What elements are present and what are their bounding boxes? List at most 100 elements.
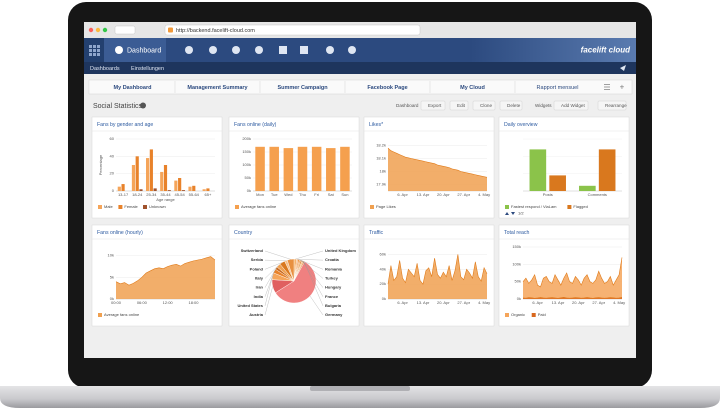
- bar: [139, 189, 142, 191]
- legend-label: Fastest respond / ViaLam: [511, 204, 557, 209]
- widget-title: Fans by gender and age: [97, 122, 153, 128]
- tab[interactable]: Management Summary: [187, 85, 248, 91]
- window-button[interactable]: [96, 28, 100, 32]
- legend-label: Average fans online: [104, 312, 140, 317]
- pie-label: United States: [237, 303, 263, 308]
- sub-nav-link[interactable]: Dashboards: [90, 66, 120, 72]
- tab[interactable]: My Dashboard: [114, 85, 152, 91]
- legend-label: Unknown: [149, 204, 166, 209]
- bar: [121, 184, 124, 191]
- url-text: http://backend.facelift-cloud.com: [176, 28, 255, 34]
- toolbar-button-label[interactable]: Rearrange: [605, 103, 627, 108]
- legend-swatch: [143, 205, 147, 209]
- bar: [182, 190, 185, 191]
- x-tick-label: 18-24: [132, 192, 143, 197]
- widget-title: Country: [234, 230, 253, 236]
- bar: [132, 165, 135, 191]
- toolbar-button-label[interactable]: Delete: [507, 103, 521, 108]
- x-tick-label: 6. Apr: [532, 300, 543, 305]
- pie-label: Austria: [249, 312, 264, 317]
- y-tick-label: 18.2k: [376, 143, 386, 148]
- bar: [269, 147, 279, 191]
- pie-label: Romania: [325, 266, 343, 271]
- add-tab[interactable]: +: [620, 83, 625, 92]
- pie-label: India: [254, 294, 264, 299]
- pie-label: United Kingdom: [325, 248, 356, 253]
- x-tick-label: 6. Apr: [397, 192, 408, 197]
- x-tick-label: 13. Apr: [417, 192, 430, 197]
- toolbar-button-label[interactable]: Clone: [480, 103, 492, 108]
- info-icon[interactable]: [140, 103, 146, 109]
- legend-swatch: [98, 313, 102, 317]
- widget: [499, 225, 629, 326]
- tab[interactable]: My Cloud: [460, 85, 485, 91]
- nav-buttons[interactable]: [115, 26, 135, 34]
- bar: [579, 186, 596, 191]
- bar: [178, 178, 181, 191]
- legend-swatch: [118, 205, 122, 209]
- x-tick-label: 27. Apr: [457, 192, 470, 197]
- legend-swatch: [98, 205, 102, 209]
- bar: [203, 189, 206, 191]
- pie-label: Turkey: [325, 275, 339, 280]
- toolbar-label: Dashboard: [396, 103, 419, 108]
- bar: [164, 165, 167, 191]
- legend-label: Male: [104, 204, 113, 209]
- y-tick-label: 50k: [245, 175, 251, 180]
- bar: [192, 186, 195, 191]
- y-tick-label: 18k: [380, 169, 386, 174]
- favicon: [168, 28, 173, 33]
- dashboard-icon: [115, 46, 123, 54]
- y-tick-label: 100k: [512, 261, 521, 266]
- window-button[interactable]: [89, 28, 93, 32]
- x-tick-label: Sat: [328, 192, 335, 197]
- toolbar-button-label[interactable]: Add Widget: [561, 103, 585, 108]
- logo[interactable]: facelift cloud: [581, 46, 631, 55]
- toolbar-button-label[interactable]: Export: [428, 103, 442, 108]
- pie-label: Iran: [256, 285, 264, 290]
- x-tick-label: 13. Apr: [417, 300, 430, 305]
- legend-swatch: [370, 205, 374, 209]
- x-tick-label: 20. Apr: [437, 300, 450, 305]
- widget-title: Traffic: [369, 230, 384, 236]
- bar: [284, 148, 294, 191]
- x-tick-label: 13. Apr: [552, 300, 565, 305]
- y-tick-label: 150k: [242, 149, 251, 154]
- tab[interactable]: Summer Campaign: [277, 85, 328, 91]
- bar: [168, 190, 171, 191]
- y-tick-label: 60k: [380, 251, 386, 256]
- pie-label: France: [325, 294, 339, 299]
- y-tick-label: 0k: [247, 188, 251, 193]
- tab[interactable]: Rapport mensuel: [537, 85, 579, 91]
- x-tick-label: 65+: [205, 192, 212, 197]
- bar: [188, 187, 191, 191]
- widget-title: Daily overview: [504, 122, 538, 128]
- bar: [118, 187, 121, 191]
- window-button[interactable]: [103, 28, 107, 32]
- y-tick-label: 17.9k: [376, 182, 386, 187]
- y-tick-label: 20: [110, 171, 115, 176]
- legend-swatch: [505, 205, 509, 209]
- x-axis-label: Age range: [156, 197, 175, 202]
- y-tick-label: 18.1k: [376, 156, 386, 161]
- bar: [154, 188, 157, 191]
- x-tick-label: 45-54: [175, 192, 186, 197]
- x-tick-label: 55-64: [189, 192, 200, 197]
- widget-title: Total reach: [504, 230, 529, 236]
- sub-nav-link[interactable]: Einstellungen: [131, 66, 164, 72]
- x-tick-label: 20. Apr: [437, 192, 450, 197]
- y-tick-label: 50k: [515, 279, 521, 284]
- tab[interactable]: Facebook Page: [367, 85, 407, 91]
- y-tick-label: 40k: [380, 266, 386, 271]
- x-tick-label: Thu: [299, 192, 306, 197]
- y-tick-label: 150k: [512, 244, 521, 249]
- bar: [312, 147, 322, 191]
- x-tick-label: 13-17: [118, 192, 129, 197]
- y-tick-label: 20k: [380, 281, 386, 286]
- legend-swatch: [532, 313, 536, 317]
- toolbar-button-label[interactable]: Edit: [457, 103, 466, 108]
- y-tick-label: 10k: [108, 253, 114, 258]
- y-tick-label: 60: [110, 136, 115, 141]
- pie-label: Italy: [255, 275, 264, 280]
